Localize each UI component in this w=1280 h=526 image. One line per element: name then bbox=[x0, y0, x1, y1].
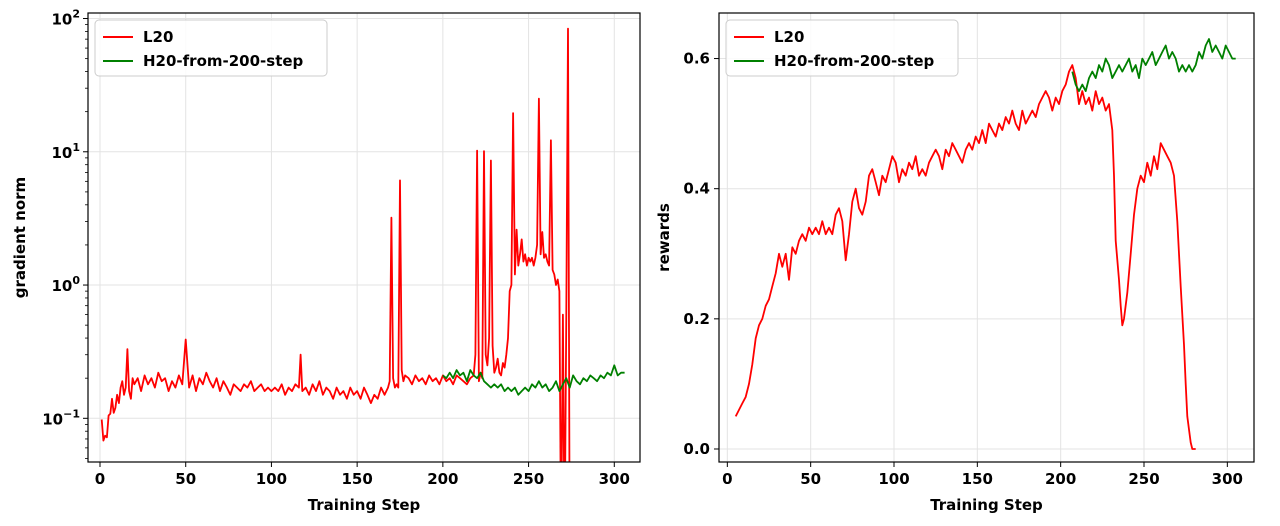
y-tick-label: 10−1 bbox=[42, 407, 80, 428]
y-tick-label: 100 bbox=[51, 274, 80, 295]
x-tick-label: 200 bbox=[427, 470, 458, 488]
series-line-l20 bbox=[100, 27, 571, 462]
legend: L20 H20-from-200-step bbox=[725, 19, 959, 77]
x-tick-label: 0 bbox=[95, 470, 105, 488]
x-tick-label: 200 bbox=[1045, 470, 1076, 488]
x-tick-label: 300 bbox=[599, 470, 630, 488]
plot-area bbox=[100, 27, 625, 462]
x-tick-label: 150 bbox=[962, 470, 993, 488]
y-tick-exponent: −1 bbox=[63, 407, 80, 420]
legend-label: L20 bbox=[774, 28, 804, 46]
legend-box bbox=[725, 19, 959, 77]
legend-label: L20 bbox=[143, 28, 173, 46]
x-tick-label: 250 bbox=[513, 470, 544, 488]
legend: L20 H20-from-200-step bbox=[94, 19, 328, 77]
y-tick-base: 10 bbox=[51, 277, 72, 295]
chart-2: 0 50 100 150 200 250 300 0.0 0.2 0.4 0.6 Training S… bbox=[655, 12, 1255, 514]
y-tick-label: 0.0 bbox=[683, 440, 710, 458]
x-tick-label: 250 bbox=[1128, 470, 1159, 488]
x-tick-label: 50 bbox=[175, 470, 196, 488]
x-tick-label: 50 bbox=[800, 470, 821, 488]
x-tick-label: 100 bbox=[256, 470, 287, 488]
plot-area bbox=[734, 38, 1236, 450]
x-tick-label: 300 bbox=[1212, 470, 1243, 488]
y-axis-title: rewards bbox=[655, 203, 673, 272]
y-tick-label: 102 bbox=[51, 8, 80, 29]
x-tick-label: 0 bbox=[722, 470, 732, 488]
y-tick-base: 10 bbox=[42, 410, 63, 428]
chart-1: 0 50 100 150 200 250 30010−1100101102Training … bbox=[11, 8, 641, 514]
y-tick-base: 10 bbox=[51, 144, 72, 162]
legend-label: H20-from-200-step bbox=[774, 52, 935, 70]
y-tick-exponent: 1 bbox=[72, 141, 80, 154]
series-line-h20-from-200-step bbox=[1071, 38, 1236, 92]
y-tick-exponent: 0 bbox=[72, 274, 80, 287]
x-tick-label: 150 bbox=[341, 470, 372, 488]
plot-frame bbox=[87, 12, 641, 463]
y-tick-exponent: 2 bbox=[72, 8, 80, 21]
y-tick-label: 0.2 bbox=[683, 310, 710, 328]
y-tick-label: 0.6 bbox=[683, 50, 710, 68]
series-line-l20 bbox=[734, 64, 1196, 450]
y-tick-base: 10 bbox=[51, 11, 72, 29]
series-line-h20-from-200-step bbox=[442, 364, 625, 396]
plot-frame bbox=[718, 12, 1255, 463]
x-tick-label: 100 bbox=[878, 470, 909, 488]
legend-label: H20-from-200-step bbox=[143, 52, 304, 70]
y-tick-label: 101 bbox=[51, 141, 80, 162]
y-tick-label: 0.4 bbox=[683, 180, 710, 198]
x-axis-title: Training Step bbox=[308, 496, 421, 514]
legend-box bbox=[94, 19, 328, 77]
x-axis-title: Training Step bbox=[930, 496, 1043, 514]
y-axis-title: gradient norm bbox=[11, 177, 29, 298]
